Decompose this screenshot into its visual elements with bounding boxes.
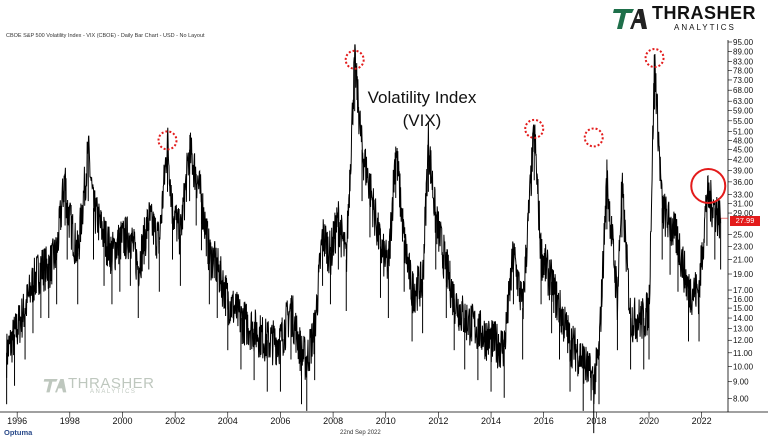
y-tick-label: 8.00: [733, 395, 749, 404]
y-tick-label: 68.00: [733, 86, 754, 95]
logo-subtitle: ANALYTICS: [674, 23, 736, 32]
y-tick-label: 14.00: [733, 314, 754, 323]
circle-2022: [690, 167, 727, 204]
y-tick-label: 21.00: [733, 256, 754, 265]
y-tick-label: 89.00: [733, 47, 754, 56]
y-tick-label: 55.00: [733, 117, 754, 126]
axis-frame: [0, 40, 768, 413]
y-tick-label: 63.00: [733, 97, 754, 106]
chart-title-line2: (VIX): [402, 111, 442, 130]
last-value-badge: 27.99: [730, 216, 760, 226]
peak-circle-2018: [583, 127, 604, 148]
footer-date: 22nd Sep 2022: [340, 430, 381, 436]
peak-circle-2008: [344, 49, 365, 70]
x-tick-label: 2006: [270, 416, 290, 426]
watermark-mark-icon: [43, 379, 67, 393]
x-axis-ticks: 1996 1998 2000 2002 2004 2006 2008 2010 2012 2014…: [7, 412, 712, 426]
watermark-logo: THRASHER ANALYTICS: [42, 375, 162, 397]
y-tick-label: 23.00: [733, 242, 754, 251]
peak-circle-2020: [644, 48, 665, 69]
watermark-word: THRASHER: [68, 375, 155, 392]
chart-title: Volatility Index (VIX): [352, 86, 492, 132]
y-tick-label: 59.00: [733, 107, 754, 116]
x-tick-label: 2004: [218, 416, 238, 426]
y-tick-label: 45.00: [733, 146, 754, 155]
x-tick-label: 2018: [586, 416, 606, 426]
y-tick-label: 15.00: [733, 304, 754, 313]
x-tick-label: 2002: [165, 416, 185, 426]
y-tick-label: 16.00: [733, 295, 754, 304]
y-tick-label: 73.00: [733, 76, 754, 85]
y-tick-label: 9.00: [733, 378, 749, 387]
y-tick-label: 29.00: [733, 209, 754, 218]
logo-wordmark: THRASHER: [652, 3, 757, 23]
y-tick-label: 12.00: [733, 336, 754, 345]
chart-title-line1: Volatility Index: [367, 88, 477, 107]
x-tick-label: 2010: [376, 416, 396, 426]
y-tick-label: 39.00: [733, 166, 754, 175]
x-tick-label: 2022: [692, 416, 712, 426]
x-tick-label: 1998: [60, 416, 80, 426]
x-tick-label: 1996: [7, 416, 27, 426]
y-tick-label: 19.00: [733, 270, 754, 279]
y-tick-label: 48.00: [733, 136, 754, 145]
y-tick-label: 78.00: [733, 66, 754, 75]
y-tick-label: 17.00: [733, 286, 754, 295]
x-tick-label: 2016: [534, 416, 554, 426]
logo-mark-icon: [613, 9, 647, 29]
x-tick-label: 2008: [323, 416, 343, 426]
x-tick-label: 2014: [481, 416, 501, 426]
optuma-brand: Optuma: [4, 428, 33, 437]
y-tick-label: 31.00: [733, 199, 754, 208]
x-tick-label: 2000: [112, 416, 132, 426]
peak-circle-2002: [157, 130, 178, 151]
y-tick-label: 83.00: [733, 57, 754, 66]
y-tick-label: 42.00: [733, 156, 754, 165]
peak-circle-2015: [524, 118, 545, 139]
watermark-sub: ANALYTICS: [90, 389, 137, 395]
brand-logo: THRASHER ANALYTICS: [612, 3, 762, 33]
x-tick-label: 2012: [428, 416, 448, 426]
y-tick-label: 95.00: [733, 38, 754, 47]
y-tick-label: 10.00: [733, 363, 754, 372]
y-tick-label: 51.00: [733, 128, 754, 137]
y-tick-label: 36.00: [733, 178, 754, 187]
peak-annotations: [6, 48, 728, 434]
vix-price-line: [6, 44, 722, 405]
y-tick-label: 33.00: [733, 190, 754, 199]
x-tick-label: 2020: [639, 416, 659, 426]
y-tick-label: 13.00: [733, 325, 754, 334]
y-tick-label: 25.00: [733, 230, 754, 239]
chart-header: CBOE S&P 500 Volatility Index - VIX (CBO…: [6, 33, 205, 39]
y-tick-label: 11.00: [733, 349, 753, 358]
